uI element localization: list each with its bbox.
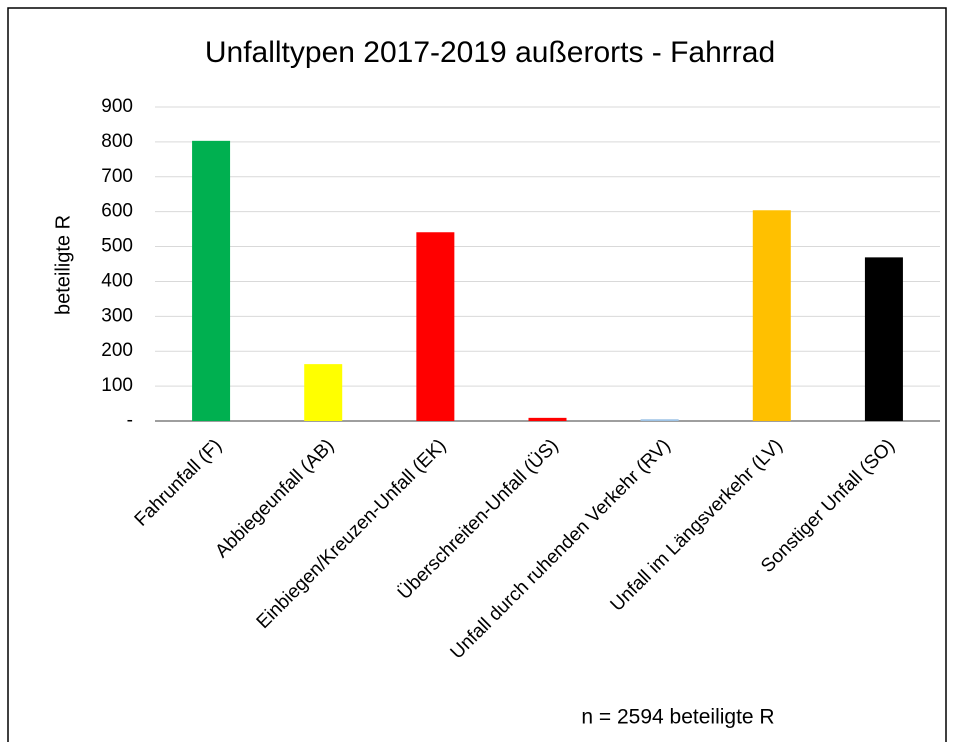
y-tick-label: 200 [101, 340, 133, 361]
y-axis-label: beteiligte R [52, 215, 74, 315]
y-tick-label: 100 [101, 375, 133, 396]
y-tick-label: 300 [101, 305, 133, 326]
bar [752, 210, 791, 421]
chart-title: Unfalltypen 2017-2019 außerorts - Fahrra… [205, 36, 775, 69]
bar [528, 417, 567, 421]
y-tick-label: 700 [101, 166, 133, 187]
bar [416, 232, 455, 421]
bar [304, 364, 343, 421]
y-tick-label: - [127, 410, 133, 431]
y-tick-label: 400 [101, 270, 133, 291]
annotation: n = 2594 beteiligte R [581, 706, 774, 729]
y-tick-label: 900 [101, 96, 133, 117]
y-tick-label: 500 [101, 236, 133, 257]
bar [864, 257, 903, 421]
y-tick-label: 800 [101, 131, 133, 152]
y-tick-label: 600 [101, 201, 133, 222]
bar [640, 419, 679, 421]
bar [192, 140, 231, 421]
